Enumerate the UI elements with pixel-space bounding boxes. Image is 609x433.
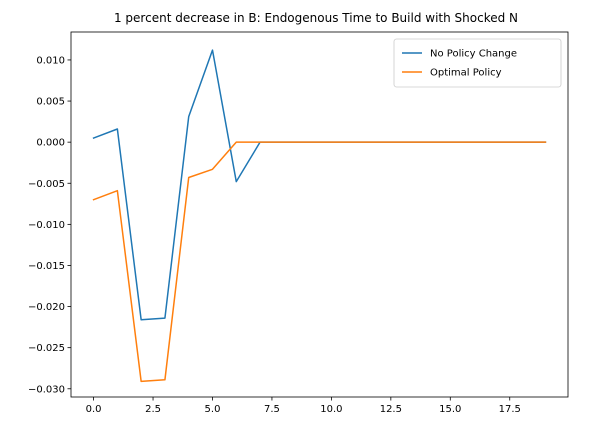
y-tick-label: 0.010 bbox=[36, 55, 65, 66]
x-tick-label: 5.0 bbox=[205, 404, 221, 415]
x-tick-label: 2.5 bbox=[145, 404, 161, 415]
legend-box bbox=[393, 38, 562, 88]
x-tick-label: 12.5 bbox=[380, 404, 402, 415]
y-axis: 0.010 0.005 0.000 −0.005 −0.010 −0.015 −0.020 −… bbox=[28, 55, 71, 395]
x-tick-label: 17.5 bbox=[499, 404, 521, 415]
series-line-no-policy-change bbox=[92, 49, 547, 321]
x-tick-label: 0.0 bbox=[86, 404, 102, 415]
y-tick-label: −0.030 bbox=[28, 384, 65, 395]
x-tick-label: 15.0 bbox=[439, 404, 461, 415]
series-layer bbox=[92, 49, 547, 383]
y-tick-label: −0.025 bbox=[28, 343, 65, 354]
y-tick-label: −0.010 bbox=[28, 220, 65, 231]
y-tick-label: 0.000 bbox=[36, 138, 65, 149]
plot-area bbox=[70, 31, 569, 398]
legend-label: Optimal Policy bbox=[430, 68, 502, 79]
legend-label: No Policy Change bbox=[430, 49, 517, 60]
series-line-optimal-policy bbox=[92, 141, 547, 383]
y-tick-label: −0.020 bbox=[28, 302, 65, 313]
x-tick-label: 10.0 bbox=[320, 404, 342, 415]
x-axis: 0.0 2.5 5.0 7.5 10.0 12.5 15.0 17.5 bbox=[86, 397, 521, 415]
y-tick-label: −0.005 bbox=[28, 179, 65, 190]
legend: No Policy Change Optimal Policy bbox=[393, 38, 562, 88]
chart-title: 1 percent decrease in B: Endogenous Time… bbox=[114, 11, 518, 25]
y-tick-label: 0.005 bbox=[36, 97, 65, 108]
x-tick-label: 7.5 bbox=[264, 404, 280, 415]
y-tick-label: −0.015 bbox=[28, 261, 65, 272]
